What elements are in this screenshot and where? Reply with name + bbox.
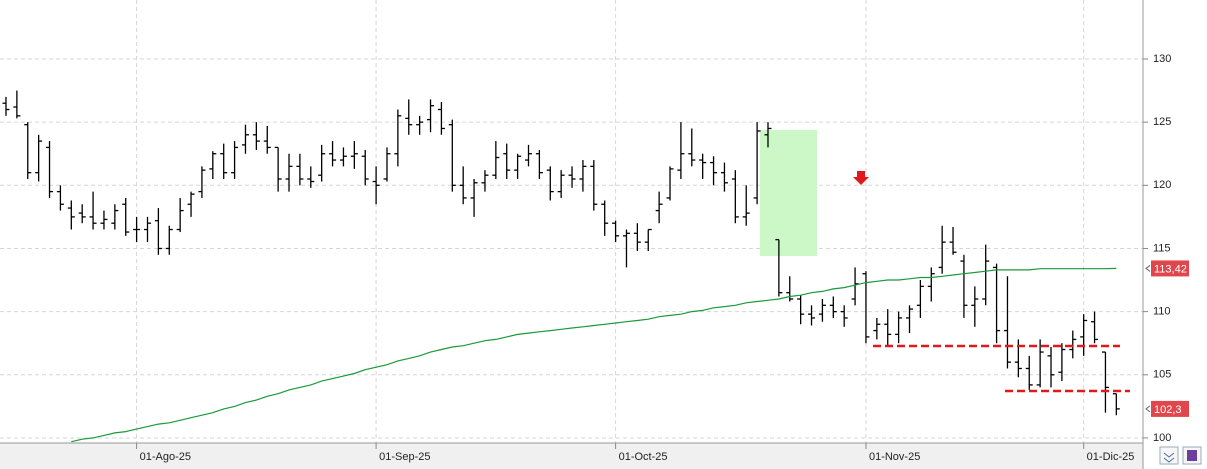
scroll-button[interactable] — [1159, 446, 1179, 465]
x-tick-label: 01-Oct-25 — [619, 451, 668, 463]
highlight-zone — [760, 130, 817, 256]
price-label-box — [1151, 400, 1189, 417]
x-tick-label: 01-Sep-25 — [379, 451, 430, 463]
x-axis-strip — [0, 443, 1143, 469]
axes: 100 105 110 115 120 125 130 01-Ago-25 01-Sep-25 0… — [136, 53, 1189, 463]
price-pointer — [1145, 265, 1151, 272]
price-label: 102,3 — [1154, 404, 1182, 416]
price-label-box — [1151, 260, 1189, 277]
save-icon — [1187, 450, 1197, 461]
y-tick-label: 115 — [1153, 242, 1171, 254]
x-tick-label: 01-Ago-25 — [140, 451, 191, 463]
scroll-icon — [1163, 452, 1175, 463]
y-tick-label: 100 — [1153, 432, 1171, 444]
price-label: 113,42 — [1154, 263, 1187, 275]
x-tick-label: 01-Dic-25 — [1087, 451, 1135, 463]
y-tick-label: 105 — [1153, 369, 1171, 381]
bars — [2, 90, 1120, 443]
sell-arrow — [853, 171, 869, 185]
y-tick-label: 110 — [1153, 306, 1171, 318]
price-pointer — [1145, 405, 1151, 413]
y-tick-label: 130 — [1153, 53, 1171, 65]
moving-average — [71, 267, 1117, 443]
y-tick-label: 120 — [1153, 179, 1171, 191]
x-tick-label: 01-Nov-25 — [869, 451, 920, 463]
y-tick-label: 125 — [1153, 116, 1171, 128]
